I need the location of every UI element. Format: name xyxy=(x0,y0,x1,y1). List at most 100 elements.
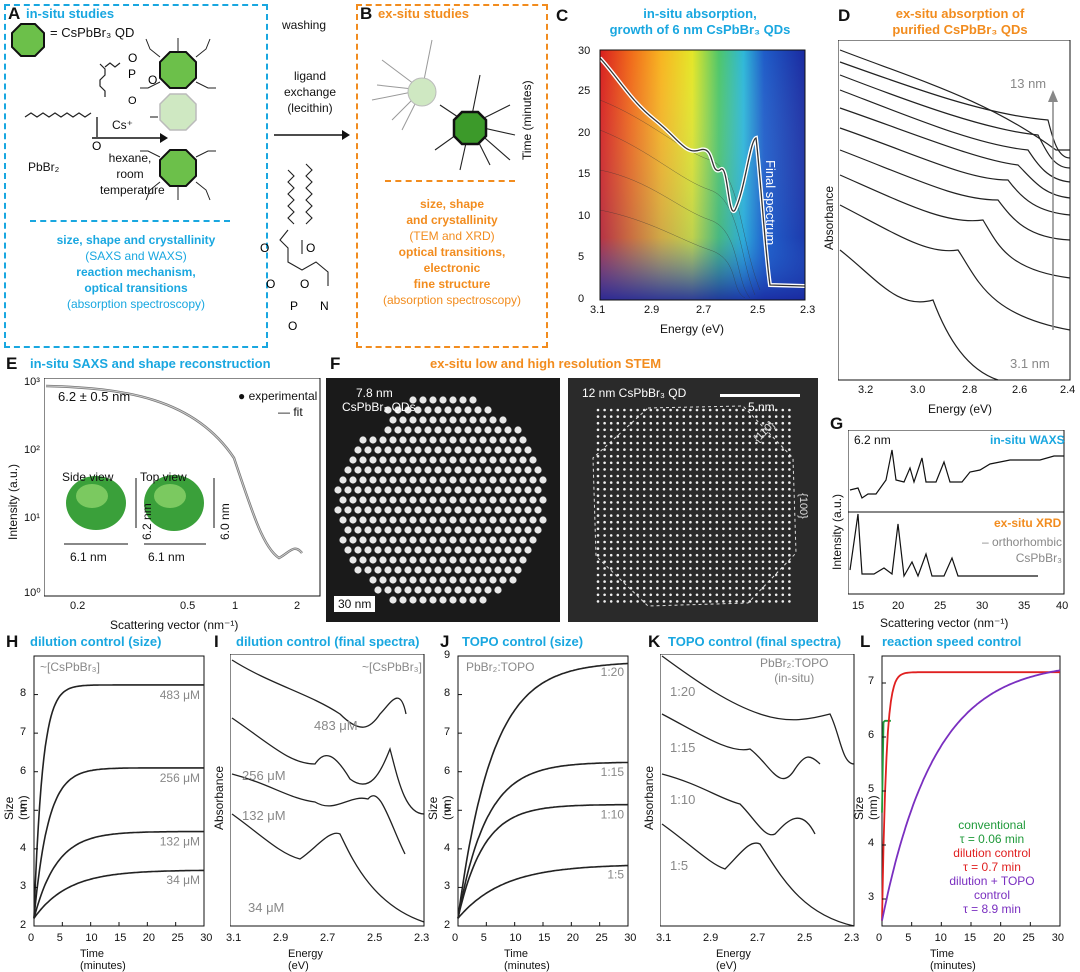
nanocrystal-dot xyxy=(334,486,342,494)
atom-column xyxy=(603,494,606,498)
atom-column xyxy=(695,520,699,524)
atom-column xyxy=(603,534,606,537)
atom-column xyxy=(609,534,613,537)
atom-column xyxy=(616,461,620,465)
atom-column xyxy=(774,520,778,524)
atom-column xyxy=(656,547,659,550)
nanocrystal-dot xyxy=(379,456,387,464)
nanocrystal-dot xyxy=(459,416,467,424)
atom-column xyxy=(722,415,725,418)
panel-d-letter: D xyxy=(838,6,851,25)
nanocrystal-dot xyxy=(504,506,512,514)
atom-column xyxy=(768,540,771,544)
atom-column xyxy=(689,514,692,517)
nanocrystal-dot xyxy=(414,466,422,474)
atom-column xyxy=(755,494,758,498)
atom-column xyxy=(741,527,745,531)
nanocrystal-dot xyxy=(369,436,377,444)
atom-column xyxy=(689,520,692,524)
atom-column xyxy=(656,454,659,458)
shape-side-view xyxy=(66,476,126,530)
atom-column xyxy=(623,507,626,511)
atom-column xyxy=(781,441,785,445)
nanocrystal-dot xyxy=(374,566,382,574)
atom-column xyxy=(609,448,613,451)
svg-text:N: N xyxy=(320,299,329,313)
nanocrystal-dot xyxy=(349,516,357,524)
atom-column xyxy=(636,567,639,570)
atom-column xyxy=(616,494,620,498)
panel-l-letter: L xyxy=(860,632,871,651)
atom-column xyxy=(708,487,712,491)
ligand-chain xyxy=(24,112,92,118)
atom-column xyxy=(609,487,613,491)
atom-column xyxy=(636,527,639,531)
atom-column xyxy=(702,560,705,564)
atom-column xyxy=(649,461,653,465)
nanocrystal-dot xyxy=(454,466,462,474)
nanocrystal-dot xyxy=(404,466,412,474)
atom-column xyxy=(761,428,765,432)
atom-column xyxy=(642,573,646,577)
atom-column xyxy=(774,421,778,425)
panel-k-letter: K xyxy=(648,632,661,651)
atom-column xyxy=(629,534,633,537)
atom-column xyxy=(781,448,785,451)
atom-column xyxy=(669,481,672,484)
atom-column xyxy=(662,553,666,557)
atom-column xyxy=(715,428,719,432)
nanocrystal-dot xyxy=(464,426,472,434)
atom-column xyxy=(596,600,600,603)
atom-column xyxy=(708,421,712,425)
nanocrystal-dot xyxy=(509,456,517,464)
panel-j-corner: PbBr₂:TOPO xyxy=(466,660,535,674)
atom-column xyxy=(728,415,732,418)
atom-column xyxy=(675,481,679,484)
atom-column xyxy=(715,534,719,537)
panel-j-title: TOPO control (size) xyxy=(462,634,584,649)
atom-column xyxy=(636,441,639,445)
atom-column xyxy=(788,553,791,557)
atom-column xyxy=(715,474,719,478)
atom-column xyxy=(761,573,765,577)
svg-text:O: O xyxy=(300,277,309,291)
atom-column xyxy=(636,553,639,557)
nanocrystal-dot xyxy=(469,556,477,564)
atom-column xyxy=(629,540,633,544)
atom-column xyxy=(761,514,765,517)
atom-column xyxy=(596,567,600,570)
y-tick-label: 5 xyxy=(868,783,875,795)
atom-column xyxy=(774,527,778,531)
atom-column xyxy=(695,534,699,537)
atom-column xyxy=(702,421,705,425)
nanocrystal-dot xyxy=(379,496,387,504)
atom-column xyxy=(682,553,686,557)
atom-column xyxy=(728,494,732,498)
nanocrystal-dot xyxy=(504,546,512,554)
nanocrystal-dot xyxy=(479,576,487,584)
atom-column xyxy=(682,468,686,471)
atom-column xyxy=(781,567,785,570)
nanocrystal-dot xyxy=(459,556,467,564)
svg-text:O: O xyxy=(306,241,315,255)
atom-column xyxy=(728,534,732,537)
svg-text:O: O xyxy=(260,241,269,255)
atom-column xyxy=(722,454,725,458)
y-tick-label: 6 xyxy=(444,764,451,777)
atom-column xyxy=(781,540,785,544)
atom-column xyxy=(616,454,620,458)
nanocrystal-dot xyxy=(394,426,402,434)
atom-column xyxy=(695,487,699,491)
y-tick-label: 4 xyxy=(868,837,875,849)
atom-column xyxy=(662,527,666,531)
atom-column xyxy=(609,580,613,583)
atom-column xyxy=(682,421,686,425)
atom-column xyxy=(748,593,752,597)
atom-column xyxy=(675,507,679,511)
atom-column xyxy=(748,567,752,570)
nanocrystal-dot xyxy=(444,486,452,494)
top-height: 6.0 nm xyxy=(218,503,232,540)
atom-column xyxy=(656,494,659,498)
svg-text:P: P xyxy=(290,299,298,313)
atom-column xyxy=(603,547,606,550)
